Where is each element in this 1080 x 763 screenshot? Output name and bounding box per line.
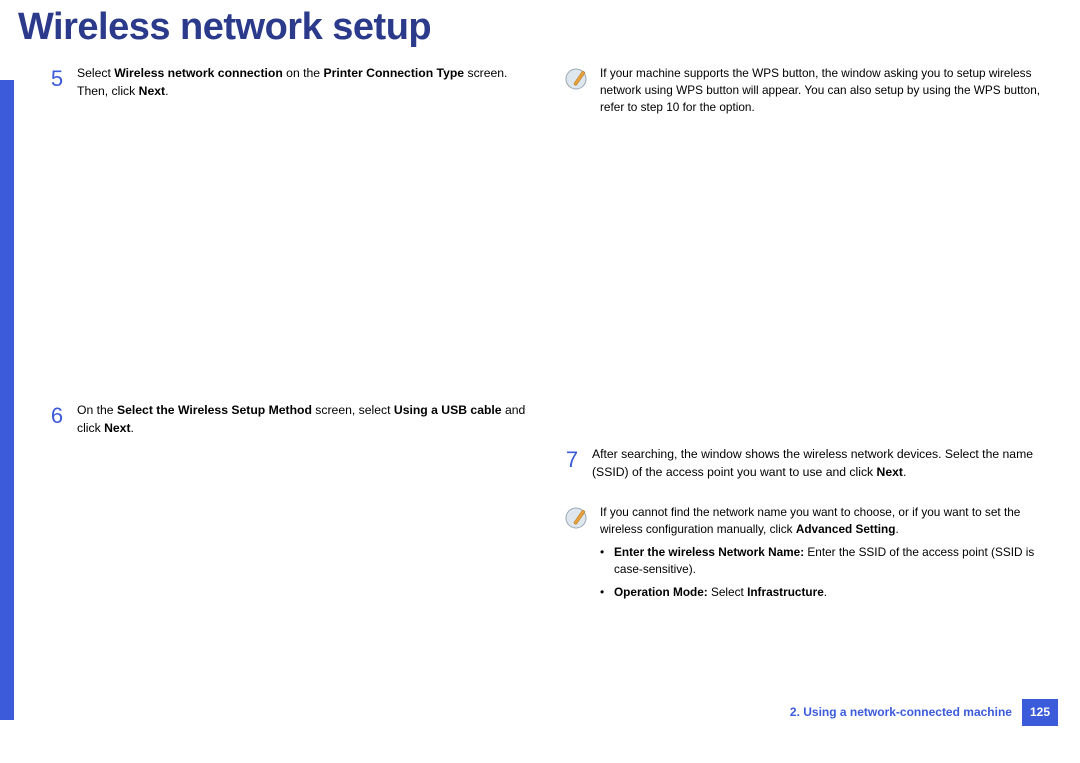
text: Select <box>708 585 747 599</box>
content-area: 5 Select Wireless network connection on … <box>0 55 1080 738</box>
note-wps: If your machine supports the WPS button,… <box>560 65 1050 116</box>
bold: Advanced Setting <box>796 522 896 536</box>
note-icon <box>564 506 590 532</box>
note-advanced: If you cannot find the network name you … <box>560 504 1050 601</box>
text: After searching, the window shows the wi… <box>592 447 1033 479</box>
bold: Infrastructure <box>747 585 824 599</box>
bold: Next <box>104 421 130 435</box>
step-number: 7 <box>560 444 584 476</box>
step-5: 5 Select Wireless network connection on … <box>45 65 535 100</box>
left-column: 5 Select Wireless network connection on … <box>45 65 535 460</box>
step-body: After searching, the window shows the wi… <box>592 446 1050 481</box>
note-list: Enter the wireless Network Name: Enter t… <box>600 544 1050 601</box>
step-number: 6 <box>45 400 69 432</box>
bold: Wireless network connection <box>114 66 283 80</box>
footer: 2. Using a network-connected machine 125 <box>790 699 1058 726</box>
text: . <box>165 84 168 98</box>
step-6: 6 On the Select the Wireless Setup Metho… <box>45 402 535 437</box>
text: . <box>824 585 827 599</box>
text: Select <box>77 66 114 80</box>
text: screen, select <box>312 403 394 417</box>
text: On the <box>77 403 117 417</box>
note-text: If your machine supports the WPS button,… <box>600 66 1040 114</box>
list-item: Enter the wireless Network Name: Enter t… <box>600 544 1050 578</box>
bold: Next <box>877 465 903 479</box>
text: . <box>895 522 898 536</box>
chapter-label: 2. Using a network-connected machine <box>790 704 1012 721</box>
bold: Printer Connection Type <box>323 66 464 80</box>
step-body: Select Wireless network connection on th… <box>77 65 535 100</box>
bold: Operation Mode: <box>614 585 708 599</box>
step-7: 7 After searching, the window shows the … <box>560 446 1050 481</box>
list-item: Operation Mode: Select Infrastructure. <box>600 584 1050 601</box>
text: . <box>131 421 134 435</box>
page-number: 125 <box>1022 699 1058 726</box>
bold: Select the Wireless Setup Method <box>117 403 312 417</box>
bold: Next <box>139 84 165 98</box>
page-title: Wireless network setup <box>0 0 1080 55</box>
note-icon <box>564 67 590 93</box>
bold: Using a USB cable <box>394 403 502 417</box>
text: on the <box>283 66 324 80</box>
bold: Enter the wireless Network Name: <box>614 545 804 559</box>
step-number: 5 <box>45 63 69 95</box>
text: . <box>903 465 906 479</box>
right-column: If your machine supports the WPS button,… <box>560 65 1050 619</box>
step-body: On the Select the Wireless Setup Method … <box>77 402 535 437</box>
